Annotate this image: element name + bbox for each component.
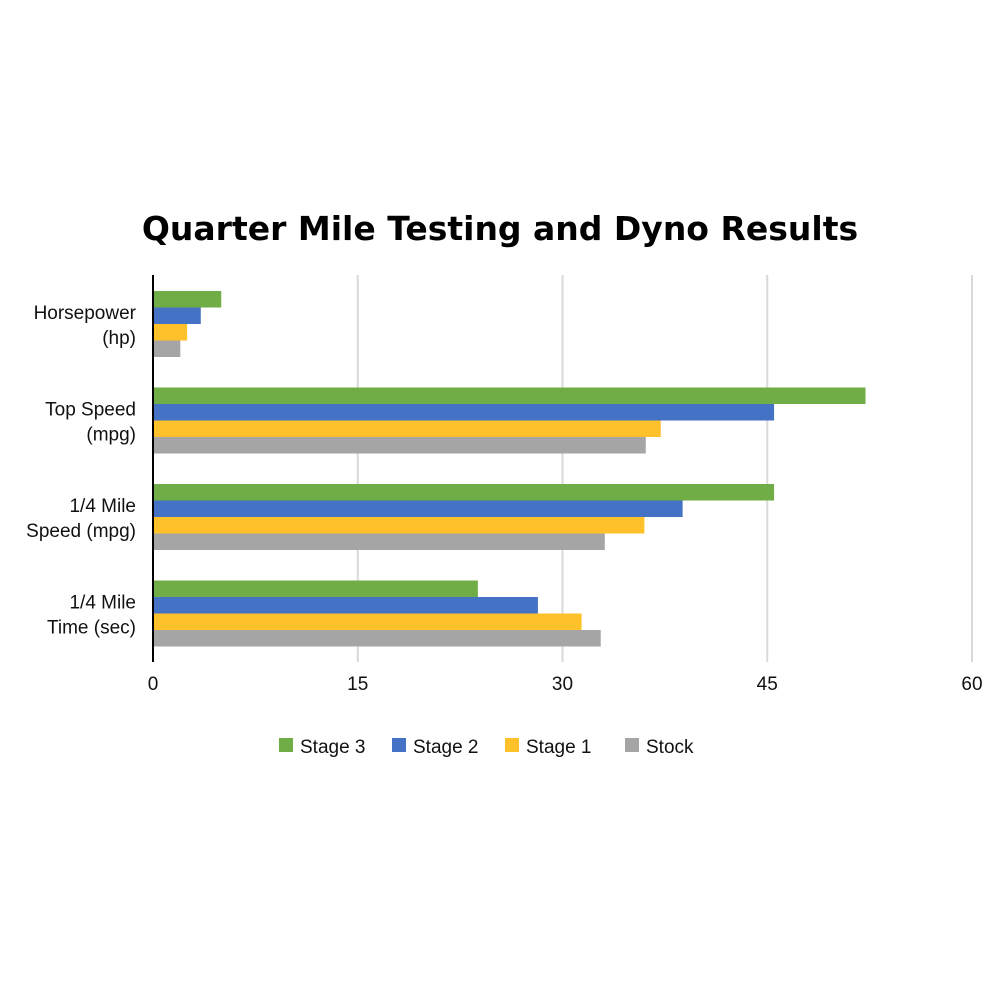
x-tick-label: 60	[961, 674, 982, 695]
legend-label: Stage 2	[413, 737, 479, 758]
chart-title: Quarter Mile Testing and Dyno Results	[142, 209, 858, 248]
bar	[154, 500, 683, 517]
x-tick-label: 15	[347, 674, 368, 695]
category-label: Speed (mpg)	[26, 521, 136, 542]
bar	[154, 597, 538, 614]
x-tick-label: 0	[148, 674, 159, 695]
bar	[154, 420, 661, 437]
bar	[154, 307, 201, 324]
bar	[154, 484, 775, 501]
category-label: (hp)	[102, 328, 136, 349]
bar	[154, 613, 582, 630]
category-label: Time (sec)	[47, 618, 136, 639]
bar	[154, 533, 605, 550]
legend-swatch	[505, 738, 519, 752]
category-label: (mpg)	[86, 425, 136, 446]
x-tick-label: 45	[757, 674, 778, 695]
bar	[154, 324, 188, 341]
bar	[154, 437, 646, 454]
bars	[154, 291, 866, 647]
legend-swatch	[625, 738, 639, 752]
legend-label: Stage 3	[300, 737, 366, 758]
bar	[154, 387, 866, 404]
bar	[154, 340, 181, 357]
bar	[154, 291, 222, 308]
bar	[154, 404, 775, 421]
category-label: 1/4 Mile	[69, 496, 136, 517]
category-label: Top Speed	[45, 400, 136, 421]
bar	[154, 517, 645, 534]
legend-swatch	[279, 738, 293, 752]
legend-label: Stock	[646, 737, 694, 758]
legend-label: Stage 1	[526, 737, 592, 758]
x-tick-label: 30	[552, 674, 573, 695]
category-label: 1/4 Mile	[69, 593, 136, 614]
category-label: Horsepower	[34, 303, 137, 324]
legend-swatch	[392, 738, 406, 752]
x-axis-ticks: 0 15 30 45 60	[148, 674, 983, 695]
legend: Stage 3 Stage 2 Stage 1 Stock	[279, 737, 694, 758]
bar	[154, 580, 478, 597]
bar	[154, 630, 601, 647]
category-labels: Horsepower (hp) Top Speed (mpg) 1/4 Mile Spee…	[26, 303, 137, 639]
